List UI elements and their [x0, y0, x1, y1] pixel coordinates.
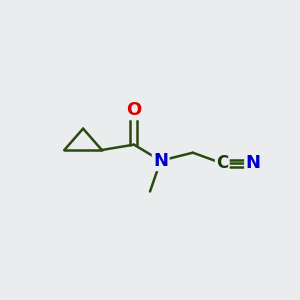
Text: O: O	[126, 101, 142, 119]
Text: N: N	[246, 154, 261, 172]
Text: C: C	[216, 154, 228, 172]
Text: N: N	[153, 152, 168, 170]
